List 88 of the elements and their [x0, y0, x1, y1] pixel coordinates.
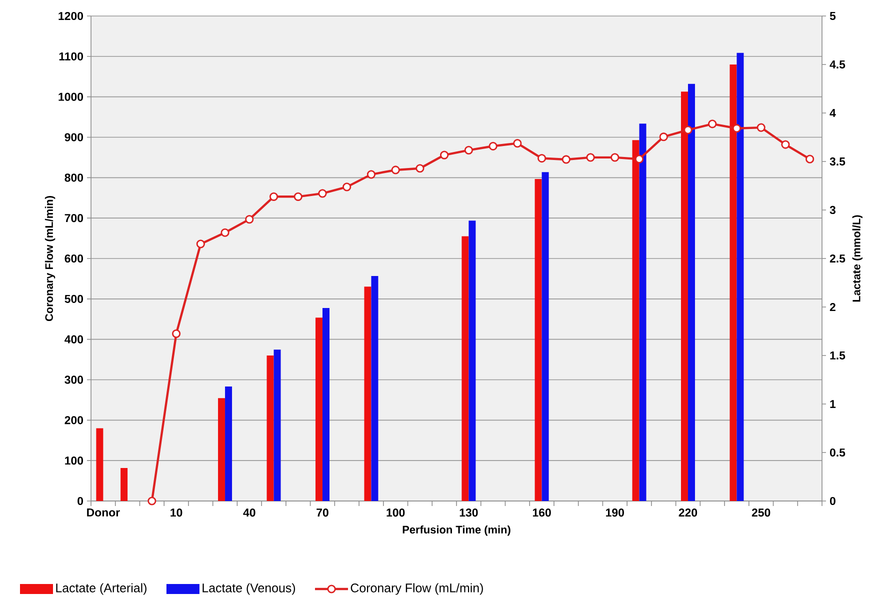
point — [220, 228, 230, 237]
bar — [542, 172, 549, 501]
legend-label: Lactate (Venous) — [202, 583, 296, 595]
y2-tick-label: 0 — [830, 496, 836, 506]
x-tick-label: 10 — [170, 508, 182, 517]
point — [440, 150, 449, 160]
x-tick-label: 190 — [606, 508, 624, 517]
bar — [322, 308, 330, 501]
y-tick-label: 0 — [78, 496, 84, 506]
y-tick-label: 100 — [65, 456, 84, 465]
y-tick-label: 800 — [64, 174, 84, 182]
point — [708, 120, 717, 128]
x-tick-label: Donor — [87, 508, 120, 517]
bar — [680, 92, 688, 501]
point — [537, 154, 546, 163]
y2-tick-label: 1 — [830, 400, 836, 408]
x-tick-label: 160 — [532, 508, 551, 517]
bar — [688, 84, 695, 501]
x-tick-label: 40 — [243, 508, 256, 517]
point — [659, 132, 668, 142]
point — [513, 139, 522, 148]
bar — [274, 350, 281, 501]
y-tick-label: 900 — [64, 133, 84, 142]
point — [684, 126, 692, 134]
point — [172, 329, 181, 338]
y-tick-label: 1200 — [58, 12, 84, 20]
point — [416, 164, 424, 173]
y-tick-label: 1100 — [59, 52, 84, 60]
x-tick-label: 100 — [386, 508, 405, 517]
y2-tick-label: 2.5 — [830, 254, 846, 263]
y2-tick-label: 4.5 — [830, 60, 846, 68]
bar — [364, 286, 372, 501]
y-tick-label: 700 — [64, 214, 84, 222]
point — [634, 154, 644, 164]
y2-tick-label: 3.5 — [830, 157, 846, 166]
y2-axis-title: Lactate (mmol/L) — [852, 215, 863, 302]
bar — [632, 140, 640, 501]
x-tick-label: 130 — [460, 508, 478, 517]
bar — [462, 236, 469, 501]
point — [269, 192, 278, 201]
y-tick-label: 1000 — [58, 92, 84, 101]
y-axis-title: Coronary Flow (mL/min) — [44, 196, 56, 322]
y2-tick-label: 3 — [830, 206, 836, 214]
bar — [225, 386, 232, 501]
x-tick-label: 220 — [678, 508, 698, 517]
y2-tick-label: 2 — [830, 302, 836, 311]
bar — [639, 124, 646, 501]
point — [196, 240, 205, 248]
point — [342, 182, 352, 192]
legend-label: Coronary Flow (mL/min) — [350, 583, 483, 595]
point — [586, 153, 595, 162]
point — [148, 496, 156, 506]
x-tick-label: 250 — [752, 508, 770, 517]
bar — [218, 398, 226, 501]
point — [610, 153, 620, 162]
legend-label: Lactate (Arterial) — [56, 583, 146, 595]
bar — [96, 428, 104, 501]
y-tick-label: 200 — [64, 416, 84, 424]
point — [366, 170, 376, 179]
y-tick-label: 600 — [64, 254, 84, 263]
point — [488, 142, 498, 150]
point — [781, 140, 790, 149]
y-tick-label: 500 — [64, 294, 84, 303]
point — [756, 123, 766, 132]
point — [391, 166, 400, 174]
bar — [534, 178, 542, 501]
point — [806, 154, 814, 164]
bar — [315, 318, 322, 501]
bar — [736, 52, 744, 501]
y2-tick-label: 4 — [830, 109, 836, 117]
bar — [730, 64, 737, 501]
point — [562, 155, 570, 164]
y-tick-label: 400 — [64, 335, 84, 344]
x-tick-label: 70 — [316, 508, 328, 517]
bar — [371, 276, 378, 501]
point — [294, 192, 302, 201]
point — [464, 146, 473, 154]
y-tick-label: 300 — [64, 376, 84, 384]
bar — [468, 220, 476, 501]
y2-tick-label: 1.5 — [830, 352, 846, 360]
point — [732, 124, 742, 133]
y2-tick-label: 0.5 — [830, 448, 846, 457]
x-axis-title: Perfusion Time (min) — [402, 525, 510, 536]
bar — [120, 468, 128, 501]
bar — [266, 355, 274, 501]
point — [245, 214, 254, 224]
y2-tick-label: 5 — [830, 12, 836, 20]
point — [318, 189, 327, 198]
